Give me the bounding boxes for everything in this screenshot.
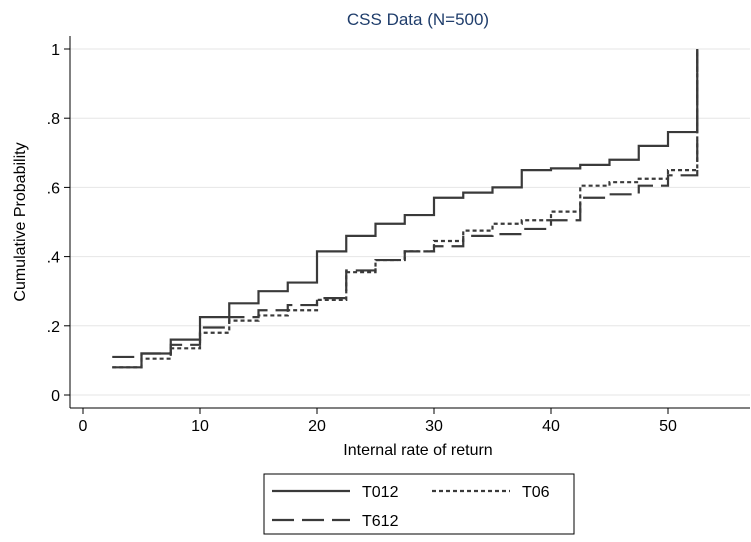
x-axis-label: Internal rate of return [343, 442, 492, 459]
series-lines [112, 49, 699, 369]
x-tick-label-20: 20 [308, 418, 326, 435]
chart-title: CSS Data (N=500) [347, 10, 489, 29]
y-tick-label-.6: .6 [47, 180, 60, 197]
x-tick-label-40: 40 [542, 418, 560, 435]
y-tick-label-.2: .2 [47, 319, 60, 336]
legend-box [263, 473, 575, 535]
series-line-t012 [112, 49, 699, 369]
x-tick-label-0: 0 [79, 418, 88, 435]
y-axis-label: Cumulative Probability [12, 142, 29, 301]
legend: T012 T06 T612 [263, 473, 575, 535]
axes: 0.2.4.6.810 10 20 30 40 50 [47, 36, 750, 435]
y-tick-label-.8: .8 [47, 111, 60, 128]
legend-label-t012: T012 [362, 484, 399, 501]
y-tick-label-.4: .4 [47, 250, 60, 267]
y-tick-label-0: 0 [51, 388, 60, 405]
grid-lines [70, 48, 750, 396]
legend-label-t06: T06 [522, 484, 550, 501]
y-tick-label-1: 1 [51, 42, 60, 59]
series-line-t612 [112, 49, 699, 359]
x-tick-label-10: 10 [191, 418, 209, 435]
legend-label-t612: T612 [362, 513, 399, 530]
x-tick-label-50: 50 [659, 418, 677, 435]
x-tick-label-30: 30 [425, 418, 443, 435]
